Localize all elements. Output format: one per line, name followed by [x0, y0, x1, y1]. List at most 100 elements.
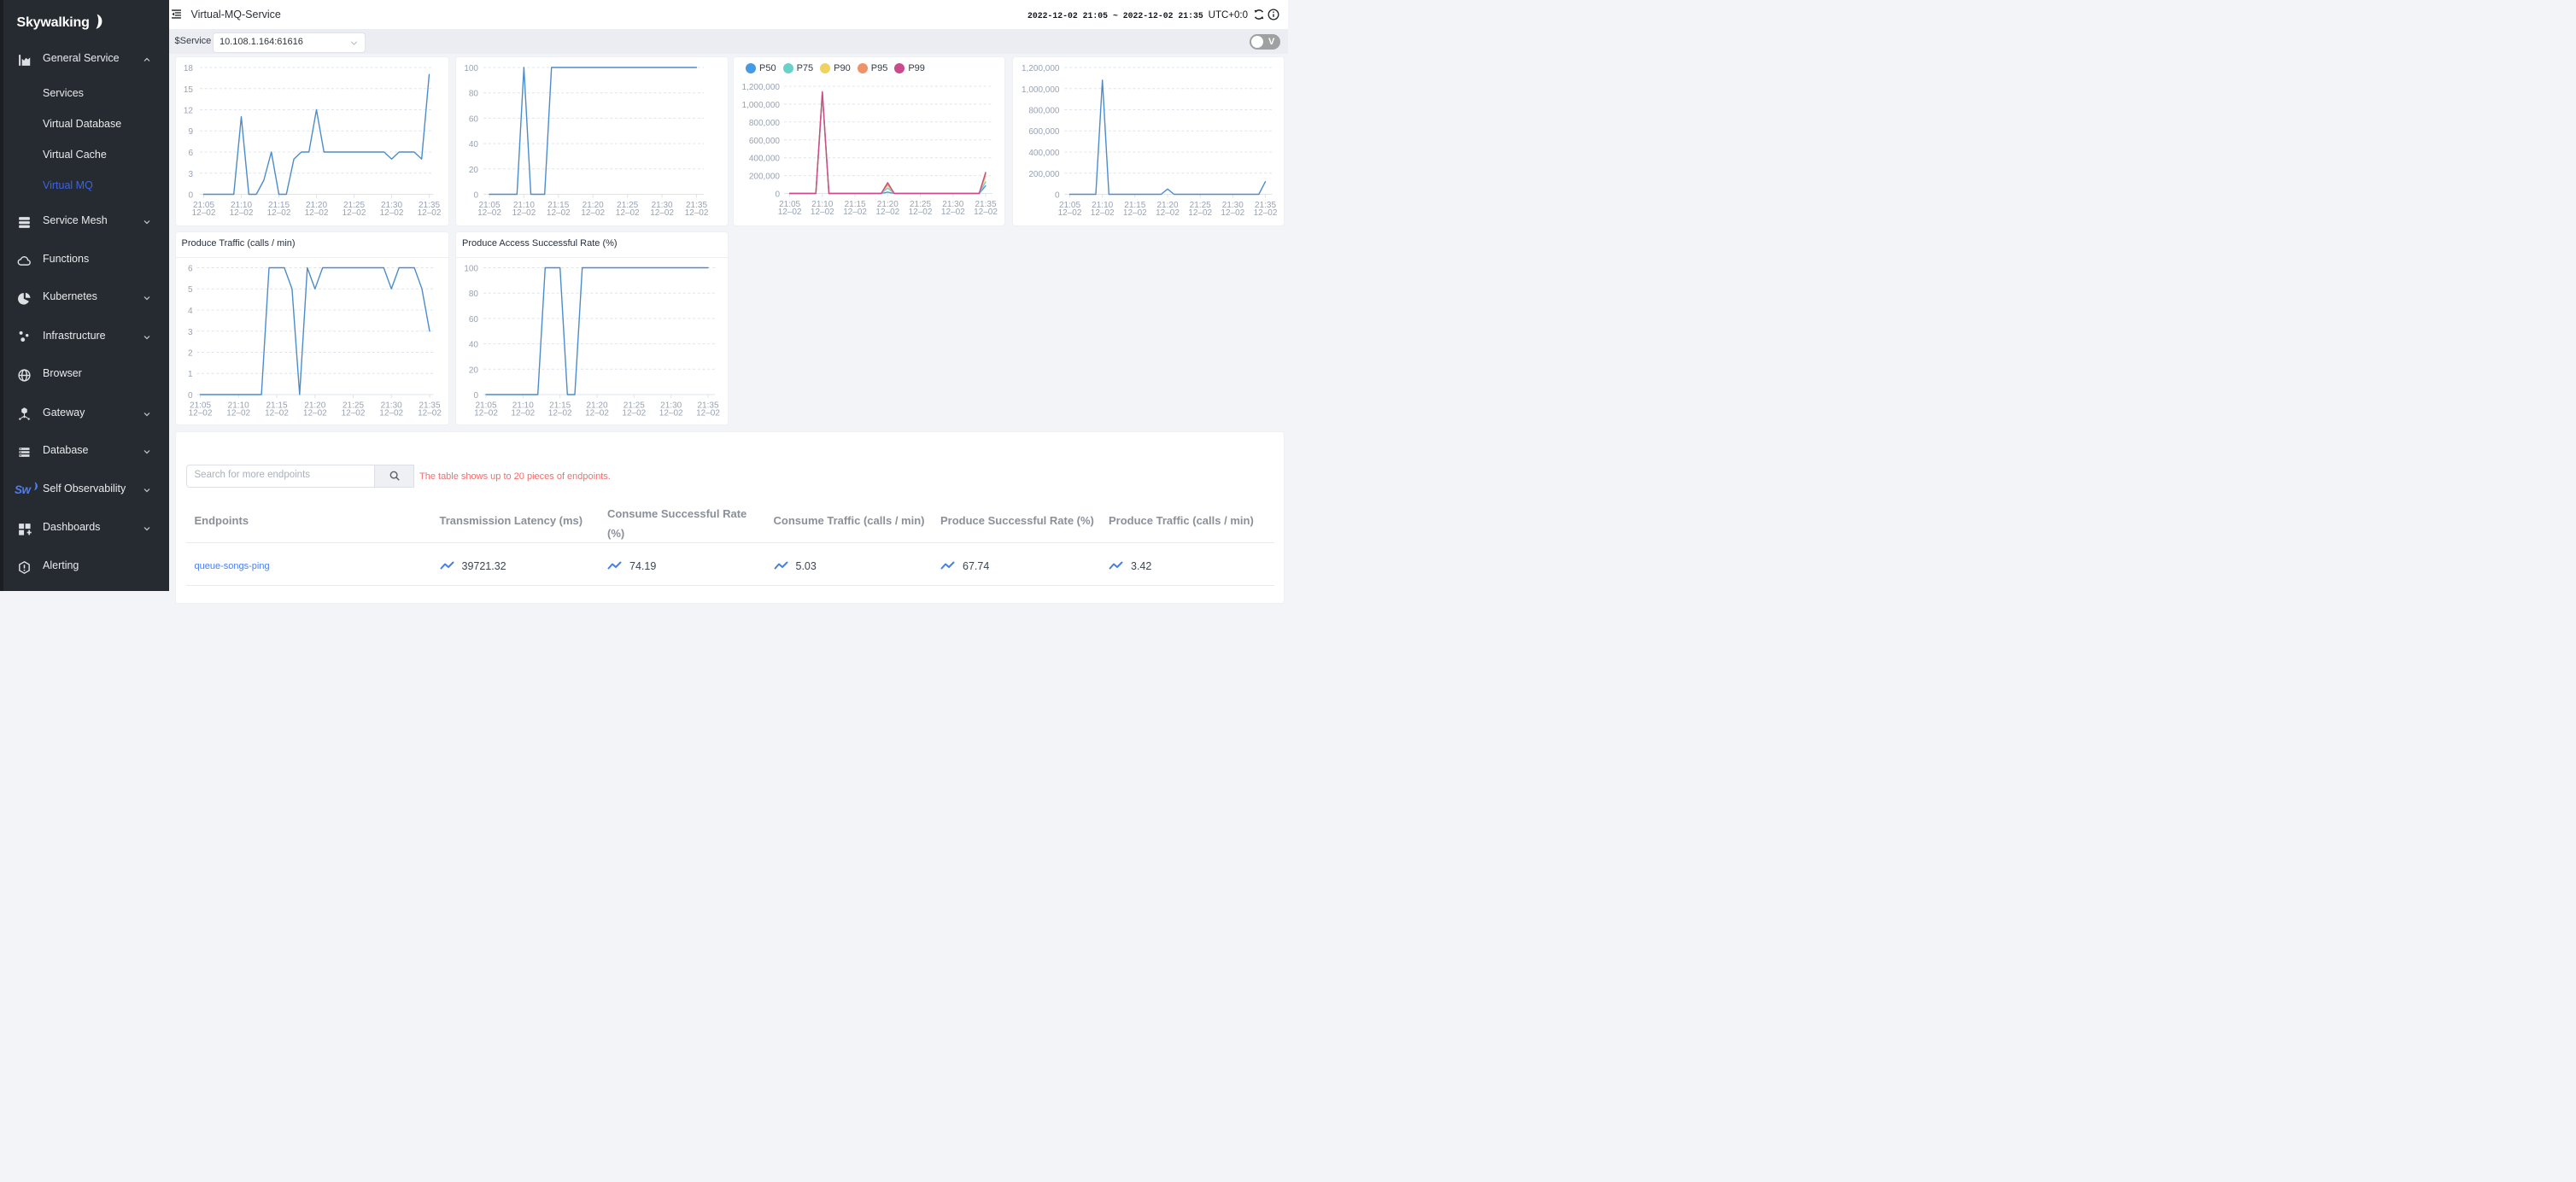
- svg-text:12–02: 12–02: [191, 208, 215, 218]
- svg-text:21:05: 21:05: [189, 401, 210, 410]
- svg-text:12–02: 12–02: [342, 208, 366, 218]
- svg-text:1,000,000: 1,000,000: [1022, 85, 1060, 95]
- svg-text:12–02: 12–02: [511, 408, 535, 418]
- svg-text:3: 3: [187, 327, 192, 336]
- svg-text:12–02: 12–02: [474, 408, 498, 418]
- svg-text:1,200,000: 1,200,000: [742, 83, 781, 92]
- svg-text:21:15: 21:15: [267, 201, 289, 210]
- svg-text:21:35: 21:35: [686, 201, 707, 210]
- svg-text:21:25: 21:25: [910, 200, 931, 209]
- svg-text:21:15: 21:15: [547, 201, 569, 210]
- svg-text:1: 1: [187, 370, 192, 379]
- svg-text:21:30: 21:30: [380, 201, 401, 210]
- svg-text:21:15: 21:15: [266, 401, 287, 410]
- svg-text:12–02: 12–02: [1253, 208, 1277, 218]
- svg-text:12–02: 12–02: [417, 208, 441, 218]
- svg-text:21:35: 21:35: [418, 201, 439, 210]
- svg-text:21:25: 21:25: [617, 201, 638, 210]
- svg-text:21:10: 21:10: [811, 200, 833, 209]
- svg-text:0: 0: [473, 391, 478, 401]
- svg-text:1,000,000: 1,000,000: [742, 101, 781, 110]
- svg-text:12–02: 12–02: [1221, 208, 1244, 218]
- svg-text:60: 60: [469, 314, 479, 324]
- svg-text:12–02: 12–02: [585, 408, 609, 418]
- svg-text:12–02: 12–02: [266, 208, 290, 218]
- svg-text:0: 0: [473, 191, 478, 201]
- svg-text:12–02: 12–02: [581, 208, 605, 218]
- svg-text:21:10: 21:10: [227, 401, 249, 410]
- svg-text:12–02: 12–02: [1057, 208, 1081, 218]
- svg-text:12–02: 12–02: [875, 208, 899, 217]
- svg-text:21:05: 21:05: [192, 201, 214, 210]
- svg-text:12–02: 12–02: [379, 408, 403, 418]
- svg-text:600,000: 600,000: [749, 137, 781, 146]
- svg-text:12–02: 12–02: [843, 208, 867, 217]
- svg-text:12–02: 12–02: [616, 208, 640, 218]
- svg-text:12–02: 12–02: [811, 208, 834, 217]
- svg-text:21:25: 21:25: [1189, 201, 1210, 210]
- svg-text:21:30: 21:30: [652, 201, 673, 210]
- svg-text:21:35: 21:35: [697, 401, 718, 410]
- svg-text:21:20: 21:20: [1156, 201, 1178, 210]
- svg-text:21:10: 21:10: [512, 401, 534, 410]
- svg-text:12–02: 12–02: [974, 208, 998, 217]
- svg-text:12–02: 12–02: [302, 408, 326, 418]
- svg-text:3: 3: [188, 170, 193, 179]
- svg-text:40: 40: [469, 140, 479, 149]
- svg-text:12–02: 12–02: [304, 208, 328, 218]
- svg-text:12–02: 12–02: [1156, 208, 1180, 218]
- svg-text:60: 60: [469, 114, 479, 124]
- svg-text:21:35: 21:35: [975, 200, 996, 209]
- svg-text:21:15: 21:15: [845, 200, 866, 209]
- svg-text:21:25: 21:25: [342, 201, 364, 210]
- svg-text:5: 5: [187, 285, 192, 295]
- svg-text:20: 20: [469, 166, 479, 175]
- svg-text:21:20: 21:20: [304, 401, 325, 410]
- svg-text:12–02: 12–02: [941, 208, 965, 217]
- svg-text:12–02: 12–02: [685, 208, 709, 218]
- svg-text:21:30: 21:30: [942, 200, 963, 209]
- svg-text:21:20: 21:20: [877, 200, 899, 209]
- svg-text:21:05: 21:05: [478, 201, 500, 210]
- svg-text:18: 18: [183, 64, 193, 73]
- svg-text:12–02: 12–02: [379, 208, 403, 218]
- svg-text:15: 15: [183, 85, 193, 95]
- svg-text:12–02: 12–02: [547, 208, 571, 218]
- svg-text:12–02: 12–02: [229, 208, 253, 218]
- svg-text:21:05: 21:05: [779, 200, 800, 209]
- svg-text:21:20: 21:20: [586, 401, 607, 410]
- svg-text:12–02: 12–02: [512, 208, 536, 218]
- svg-text:12–02: 12–02: [1188, 208, 1212, 218]
- svg-text:12–02: 12–02: [226, 408, 250, 418]
- svg-text:12–02: 12–02: [659, 408, 683, 418]
- svg-text:21:15: 21:15: [549, 401, 571, 410]
- svg-text:6: 6: [188, 149, 193, 158]
- svg-text:200,000: 200,000: [749, 173, 781, 182]
- svg-text:21:05: 21:05: [475, 401, 496, 410]
- svg-text:21:20: 21:20: [583, 201, 604, 210]
- svg-text:100: 100: [464, 264, 478, 273]
- svg-text:21:35: 21:35: [419, 401, 440, 410]
- svg-text:12–02: 12–02: [548, 408, 572, 418]
- svg-text:12–02: 12–02: [1090, 208, 1114, 218]
- svg-text:21:10: 21:10: [513, 201, 535, 210]
- svg-text:21:30: 21:30: [1221, 201, 1243, 210]
- svg-text:21:25: 21:25: [624, 401, 645, 410]
- svg-text:12–02: 12–02: [341, 408, 365, 418]
- svg-text:12–02: 12–02: [265, 408, 289, 418]
- svg-text:21:10: 21:10: [1092, 201, 1113, 210]
- svg-text:800,000: 800,000: [749, 119, 781, 128]
- svg-text:2: 2: [187, 348, 192, 358]
- svg-text:12–02: 12–02: [1122, 208, 1146, 218]
- svg-text:12–02: 12–02: [909, 208, 933, 217]
- svg-text:12–02: 12–02: [650, 208, 674, 218]
- svg-text:80: 80: [469, 290, 479, 299]
- svg-text:12–02: 12–02: [622, 408, 646, 418]
- svg-text:9: 9: [188, 127, 193, 137]
- svg-text:12–02: 12–02: [778, 208, 802, 217]
- svg-text:400,000: 400,000: [1028, 149, 1060, 158]
- svg-text:21:20: 21:20: [305, 201, 326, 210]
- svg-text:0: 0: [1054, 191, 1059, 201]
- svg-text:12–02: 12–02: [418, 408, 442, 418]
- svg-text:80: 80: [469, 90, 479, 99]
